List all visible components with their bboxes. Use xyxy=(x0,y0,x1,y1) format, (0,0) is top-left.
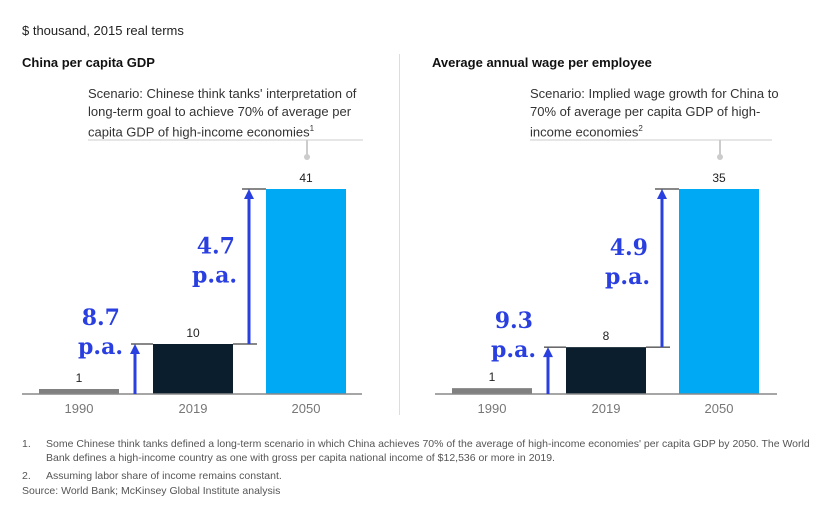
growth-rate-unit: p.a. xyxy=(491,337,536,363)
x-tick-label: 2050 xyxy=(292,401,321,416)
growth-rate-value: 9.3 xyxy=(495,308,533,334)
data-label: 41 xyxy=(299,171,313,185)
arrow-head-icon xyxy=(130,344,140,354)
callout-dot xyxy=(304,154,310,160)
divider xyxy=(399,54,400,415)
x-tick-label: 2050 xyxy=(705,401,734,416)
annotation-wage: Scenario: Implied wage growth for China … xyxy=(530,85,780,141)
charts-svg: 1 1990 10 2019 41 2050 8.7 p.a. 4.7 p.a. 1 1990 8 201… xyxy=(22,139,777,416)
x-tick-label: 2019 xyxy=(179,401,208,416)
bar-1990 xyxy=(39,389,119,394)
unit-label: $ thousand, 2015 real terms xyxy=(22,23,184,38)
growth-rate-unit: p.a. xyxy=(192,263,237,289)
data-label: 35 xyxy=(712,171,726,185)
footnote-number: 2. xyxy=(22,470,31,482)
bar-2050 xyxy=(266,189,346,394)
data-label: 8 xyxy=(603,329,610,343)
annotation-text: Scenario: Implied wage growth for China … xyxy=(530,86,779,140)
growth-rate-unit: p.a. xyxy=(605,264,650,290)
growth-rate-value: 4.7 xyxy=(197,234,235,260)
footnote-ref: 2 xyxy=(638,124,643,133)
growth-rate-unit: p.a. xyxy=(78,334,123,360)
data-label: 1 xyxy=(76,371,83,385)
footnote-text: Assuming labor share of income remains c… xyxy=(46,470,282,482)
growth-rate-value: 4.9 xyxy=(610,235,648,261)
bar-2019 xyxy=(153,344,233,394)
growth-rate-value: 8.7 xyxy=(82,305,120,331)
bar-2019 xyxy=(566,347,646,394)
footnote-text: Some Chinese think tanks defined a long-… xyxy=(46,438,810,464)
arrow-head-icon xyxy=(657,189,667,199)
chart-title-wage: Average annual wage per employee xyxy=(432,55,652,70)
annotation-gdp: Scenario: Chinese think tanks' interpret… xyxy=(88,85,368,141)
footnote-number: 1. xyxy=(22,438,31,450)
x-tick-label: 2019 xyxy=(592,401,621,416)
callout-dot xyxy=(717,154,723,160)
chart-title-gdp: China per capita GDP xyxy=(22,55,155,70)
bar-2050 xyxy=(679,189,759,394)
x-tick-label: 1990 xyxy=(65,401,94,416)
footnote-1: 1. Some Chinese think tanks defined a lo… xyxy=(22,437,822,465)
x-tick-label: 1990 xyxy=(478,401,507,416)
arrow-head-icon xyxy=(244,189,254,199)
arrow-head-icon xyxy=(543,347,553,358)
data-label: 1 xyxy=(489,370,496,384)
annotation-text: Scenario: Chinese think tanks' interpret… xyxy=(88,86,357,140)
data-label: 10 xyxy=(186,326,200,340)
footnote-2: 2. Assuming labor share of income remain… xyxy=(22,469,822,483)
footnote-ref: 1 xyxy=(309,124,315,133)
bar-1990 xyxy=(452,388,532,394)
source-note: Source: World Bank; McKinsey Global Inst… xyxy=(22,485,281,497)
